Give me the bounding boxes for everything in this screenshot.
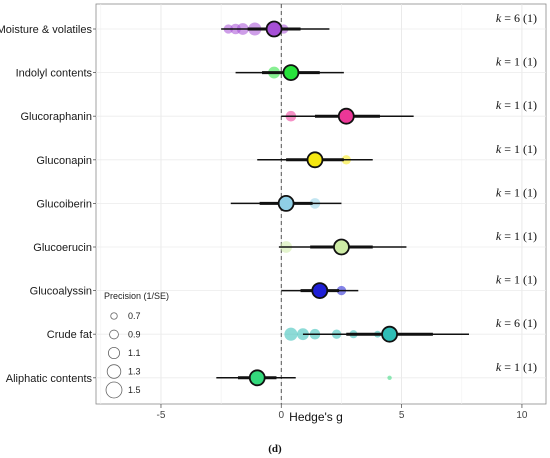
forest-row: Glucoraphanin k = 1 (1) <box>20 98 537 125</box>
row-label: Gluconapin <box>36 155 92 167</box>
forest-row: Indolyl contents k = 1 (1) <box>16 55 537 81</box>
x-tick-label: 0 <box>279 410 285 421</box>
forest-row: Gluconapin k = 1 (1) <box>36 142 537 169</box>
forest-row: Moisture & volatiles k = 6 (1) <box>0 11 537 38</box>
row-label: Crude fat <box>47 329 92 341</box>
k-label: k = 1 (1) <box>496 273 537 287</box>
pooled-estimate <box>311 282 329 300</box>
x-axis: Hedge's g -5 0 5 10 <box>157 404 528 424</box>
legend-symbol <box>105 381 123 399</box>
legend: Precision (1/SE) 0.7 0.9 1.1 1.3 1.5 <box>104 291 169 399</box>
pooled-estimate <box>248 369 266 387</box>
pooled-estimate <box>265 20 283 38</box>
row-label: Moisture & volatiles <box>0 24 92 36</box>
forest-row: Glucoalyssin k = 1 (1) <box>30 273 537 300</box>
pooled-estimate <box>282 64 300 81</box>
k-label: k = 6 (1) <box>496 316 537 330</box>
legend-label: 0.9 <box>128 330 141 340</box>
study-point <box>284 327 298 341</box>
legend-label: 1.5 <box>128 385 141 395</box>
row-label: Glucoraphanin <box>20 111 92 123</box>
k-label: k = 1 (1) <box>496 142 537 156</box>
k-label: k = 6 (1) <box>496 11 537 25</box>
panel-label: (d) <box>268 443 282 455</box>
legend-title: Precision (1/SE) <box>104 291 169 301</box>
legend-symbol <box>106 364 122 379</box>
forest-row: Crude fat k = 6 (1) <box>47 316 537 343</box>
legend-symbol <box>107 346 121 360</box>
k-label: k = 1 (1) <box>496 229 537 243</box>
x-tick-label: 10 <box>516 410 528 421</box>
k-label: k = 1 (1) <box>496 185 537 199</box>
legend-label: 0.7 <box>128 311 141 321</box>
legend-label: 1.1 <box>128 348 141 358</box>
row-label: Glucoiberin <box>36 198 92 210</box>
legend-label: 1.3 <box>128 367 141 377</box>
forest-row: Glucoiberin k = 1 (1) <box>36 185 537 212</box>
row-label: Indolyl contents <box>16 68 93 80</box>
row-label: Glucoalyssin <box>30 286 92 298</box>
forest-row: Aliphatic contents k = 1 (1) <box>6 360 537 387</box>
k-label: k = 1 (1) <box>496 360 537 374</box>
pooled-estimate <box>277 194 295 212</box>
pooled-estimate <box>381 325 398 343</box>
x-axis-title: Hedge's g <box>289 410 343 424</box>
pooled-estimate <box>306 151 324 169</box>
k-label: k = 1 (1) <box>496 98 537 112</box>
pooled-estimate <box>337 107 355 125</box>
row-label: Aliphatic contents <box>6 373 93 385</box>
rows: Moisture & volatiles k = 6 (1) Indolyl con… <box>0 11 537 387</box>
k-label: k = 1 (1) <box>496 55 537 69</box>
row-label: Glucoerucin <box>33 242 92 254</box>
legend-symbol <box>110 312 118 320</box>
pooled-estimate <box>333 238 350 256</box>
study-point <box>387 375 392 380</box>
study-point <box>297 328 309 341</box>
x-tick-label: -5 <box>157 410 166 421</box>
forest-row: Glucoerucin k = 1 (1) <box>33 229 537 256</box>
x-tick-label: 5 <box>399 410 405 421</box>
legend-symbol <box>109 329 119 340</box>
